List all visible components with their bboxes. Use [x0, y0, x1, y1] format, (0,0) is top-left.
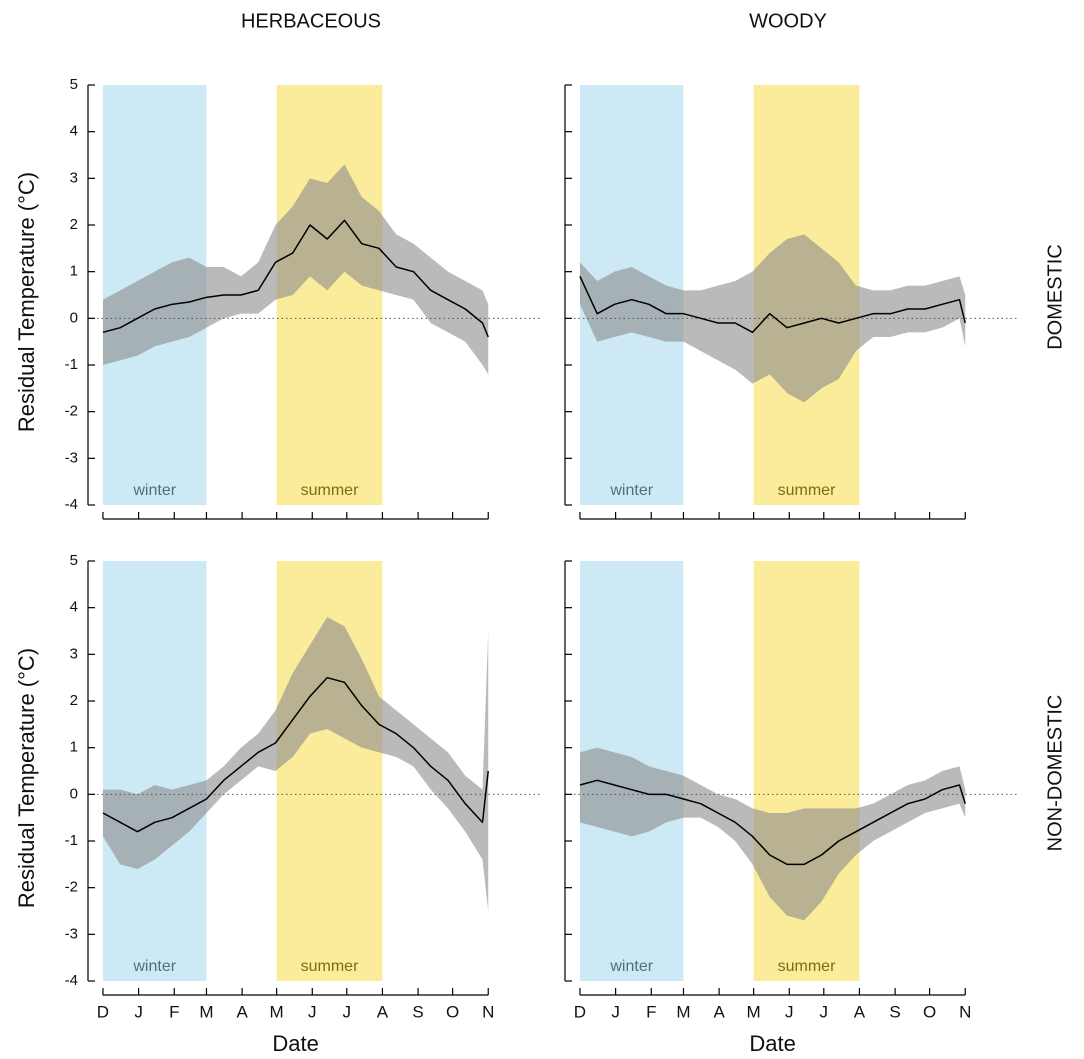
column-title: WOODY — [749, 10, 827, 32]
x-tick-label: A — [854, 1002, 866, 1021]
y-tick-label: 3 — [70, 645, 78, 662]
y-tick-label: -4 — [65, 496, 78, 513]
confidence-band — [102, 617, 489, 911]
y-tick-label: 4 — [70, 599, 78, 616]
x-tick-label: F — [646, 1002, 656, 1021]
y-axis-label: Residual Temperature (°C) — [14, 648, 39, 908]
y-tick-label: 0 — [70, 309, 78, 326]
panel: winter summer -4 -3 -2 -1 0 1 2 3 4 5 HERBACEOUS Resi… — [14, 10, 540, 520]
y-tick-label: 3 — [70, 169, 78, 186]
y-tick-label: -2 — [65, 879, 78, 896]
x-tick-label: J — [343, 1002, 352, 1021]
x-tick-label: M — [676, 1002, 690, 1021]
confidence-band — [102, 164, 489, 375]
x-tick-label: J — [820, 1002, 829, 1021]
y-tick-label: -3 — [65, 925, 78, 942]
season-span — [276, 85, 383, 505]
x-tick-label: A — [377, 1002, 389, 1021]
confidence-band — [579, 747, 966, 921]
season-label: summer — [301, 482, 359, 499]
y-tick-label: 5 — [70, 76, 78, 93]
x-tick-label: J — [785, 1002, 794, 1021]
x-tick-label: F — [169, 1002, 179, 1021]
x-axis-label: Date — [749, 1031, 795, 1056]
y-tick-label: 5 — [70, 552, 78, 569]
y-tick-label: 4 — [70, 123, 78, 140]
y-tick-label: 1 — [70, 263, 78, 280]
column-title: HERBACEOUS — [241, 10, 381, 32]
y-tick-label: 2 — [70, 216, 78, 233]
x-tick-label: A — [236, 1002, 248, 1021]
season-label: summer — [778, 958, 836, 975]
x-tick-label: O — [446, 1002, 459, 1021]
x-tick-label: S — [412, 1002, 423, 1021]
y-tick-label: 2 — [70, 692, 78, 709]
season-span — [102, 561, 207, 981]
y-tick-label: -1 — [65, 832, 78, 849]
panel: winter summer WOODY DOMESTIC — [564, 10, 1066, 520]
row-label: NON-DOMESTIC — [1044, 695, 1066, 852]
mean-line — [579, 779, 966, 866]
row-label: DOMESTIC — [1044, 244, 1066, 350]
season-label: winter — [132, 958, 176, 975]
x-tick-label: M — [747, 1002, 761, 1021]
y-tick-label: -2 — [65, 403, 78, 420]
x-tick-label: D — [574, 1002, 586, 1021]
mean-line — [102, 676, 489, 833]
panel: winter summer D J F M A M J J A S O N Date NON-DOMESTIC — [564, 560, 1066, 1056]
y-axis-label: Residual Temperature (°C) — [14, 172, 39, 432]
x-tick-label: S — [889, 1002, 900, 1021]
mean-line — [102, 219, 489, 338]
season-label: winter — [609, 958, 653, 975]
mean-line — [579, 276, 966, 334]
x-tick-label: M — [199, 1002, 213, 1021]
x-tick-label: J — [134, 1002, 143, 1021]
season-label: winter — [609, 482, 653, 499]
y-tick-label: -1 — [65, 356, 78, 373]
season-label: summer — [778, 482, 836, 499]
x-tick-label: M — [270, 1002, 284, 1021]
season-span — [753, 561, 860, 981]
season-label: winter — [132, 482, 176, 499]
x-tick-label: N — [959, 1002, 971, 1021]
season-label: summer — [301, 958, 359, 975]
x-tick-label: J — [308, 1002, 317, 1021]
x-tick-label: N — [482, 1002, 494, 1021]
y-tick-label: -3 — [65, 449, 78, 466]
y-tick-label: 1 — [70, 739, 78, 756]
y-tick-label: -4 — [65, 972, 78, 989]
x-tick-label: O — [923, 1002, 936, 1021]
x-tick-label: J — [611, 1002, 620, 1021]
y-tick-label: 0 — [70, 785, 78, 802]
x-axis-label: Date — [272, 1031, 318, 1056]
x-tick-label: A — [713, 1002, 725, 1021]
x-tick-label: D — [97, 1002, 109, 1021]
panel: winter summer -4 -3 -2 -1 0 1 2 3 4 5 D J F M A M J J A S O N Re… — [14, 552, 540, 1056]
